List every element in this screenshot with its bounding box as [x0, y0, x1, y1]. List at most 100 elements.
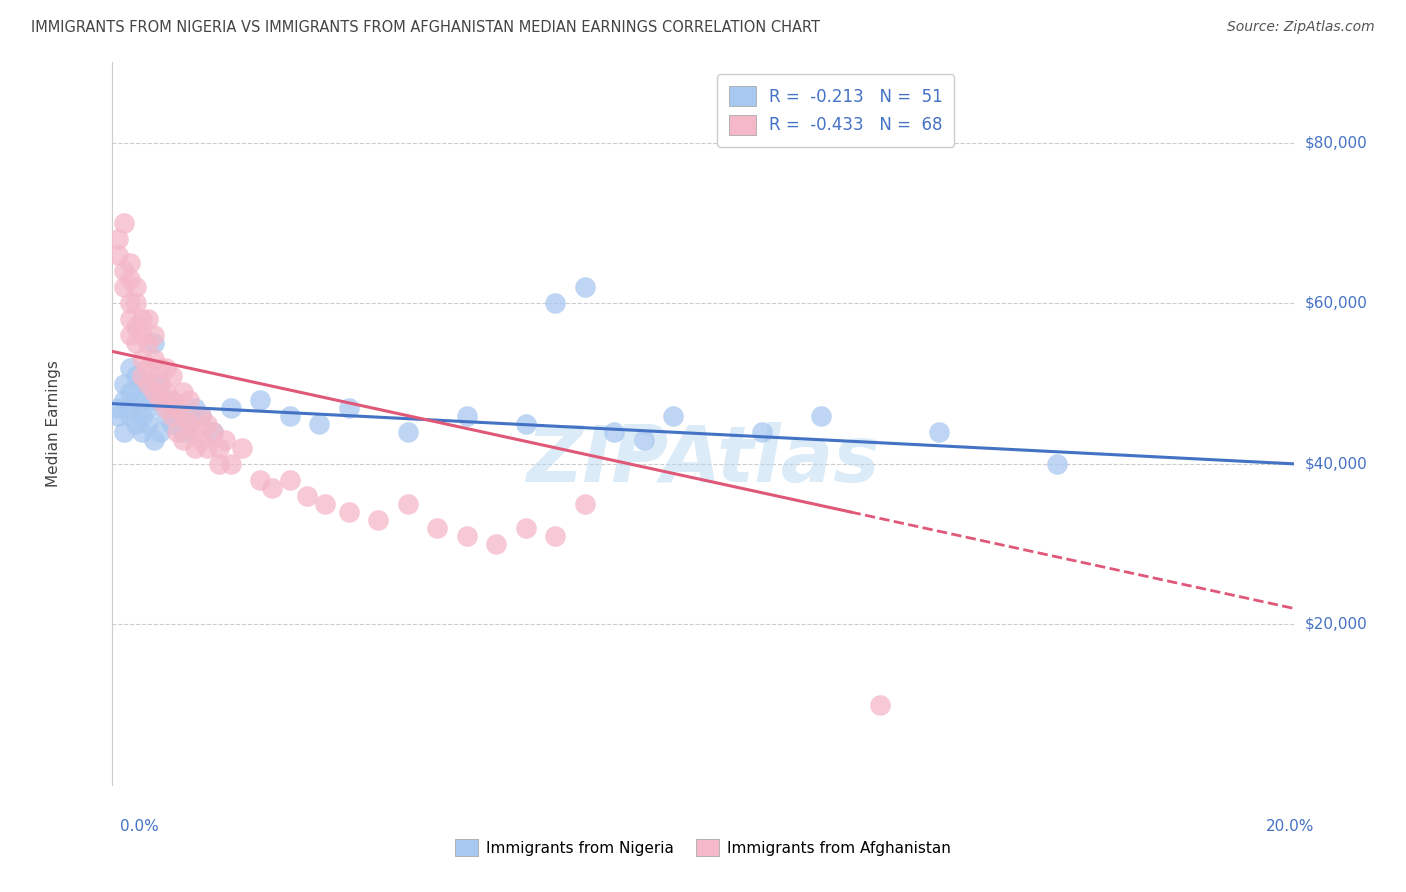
Point [136, 401, 159, 415]
Point [155, 392, 177, 407]
Point [337, 505, 360, 519]
Point [426, 521, 449, 535]
Point [112, 264, 135, 278]
Point [179, 392, 201, 407]
Point [120, 272, 142, 286]
Point [633, 433, 655, 447]
Point [208, 457, 231, 471]
Point [125, 417, 148, 431]
Point [337, 401, 360, 415]
Legend: R =  -0.213   N =  51, R =  -0.433   N =  68: R = -0.213 N = 51, R = -0.433 N = 68 [717, 74, 955, 146]
Text: ZIPAtlas: ZIPAtlas [526, 422, 880, 498]
Point [131, 425, 153, 439]
Point [869, 698, 891, 712]
Point [120, 328, 142, 343]
Point [120, 384, 142, 399]
Point [160, 417, 183, 431]
Point [160, 401, 183, 415]
Point [155, 401, 177, 415]
Point [125, 280, 148, 294]
Point [172, 384, 194, 399]
Point [125, 320, 148, 334]
Point [260, 481, 283, 495]
Text: $60,000: $60,000 [1305, 296, 1368, 310]
Point [456, 529, 478, 543]
Point [142, 352, 165, 367]
Point [120, 409, 142, 423]
Point [136, 360, 159, 375]
Point [120, 360, 142, 375]
Point [214, 433, 236, 447]
Point [136, 417, 159, 431]
Point [249, 392, 271, 407]
Point [112, 280, 135, 294]
Point [131, 409, 153, 423]
Point [396, 497, 419, 511]
Point [149, 425, 172, 439]
Point [142, 392, 165, 407]
Point [149, 360, 172, 375]
Point [190, 409, 212, 423]
Point [179, 417, 201, 431]
Point [544, 296, 567, 310]
Point [107, 248, 129, 262]
Point [314, 497, 336, 511]
Text: 20.0%: 20.0% [1267, 820, 1315, 834]
Point [120, 312, 142, 326]
Point [160, 392, 183, 407]
Point [456, 409, 478, 423]
Point [179, 417, 201, 431]
Point [125, 392, 148, 407]
Point [172, 433, 194, 447]
Point [367, 513, 389, 527]
Point [190, 409, 212, 423]
Point [195, 417, 218, 431]
Point [278, 473, 301, 487]
Point [149, 376, 172, 391]
Point [574, 280, 596, 294]
Point [136, 376, 159, 391]
Point [603, 425, 626, 439]
Point [172, 425, 194, 439]
Point [172, 409, 194, 423]
Point [155, 384, 177, 399]
Point [184, 401, 207, 415]
Point [142, 433, 165, 447]
Point [112, 216, 135, 230]
Point [574, 497, 596, 511]
Point [515, 521, 537, 535]
Point [107, 409, 129, 423]
Point [219, 457, 242, 471]
Point [278, 409, 301, 423]
Point [184, 441, 207, 455]
Point [249, 473, 271, 487]
Point [136, 312, 159, 326]
Text: $40,000: $40,000 [1305, 457, 1368, 471]
Point [149, 376, 172, 391]
Point [131, 312, 153, 326]
Point [195, 441, 218, 455]
Point [544, 529, 567, 543]
Point [131, 392, 153, 407]
Point [190, 433, 212, 447]
Point [120, 401, 142, 415]
Point [208, 441, 231, 455]
Point [662, 409, 685, 423]
Text: 0.0%: 0.0% [120, 820, 159, 834]
Point [142, 384, 165, 399]
Point [297, 489, 319, 503]
Point [112, 392, 135, 407]
Point [201, 425, 224, 439]
Point [155, 360, 177, 375]
Text: Source: ZipAtlas.com: Source: ZipAtlas.com [1227, 20, 1375, 34]
Point [201, 425, 224, 439]
Text: IMMIGRANTS FROM NIGERIA VS IMMIGRANTS FROM AFGHANISTAN MEDIAN EARNINGS CORRELATI: IMMIGRANTS FROM NIGERIA VS IMMIGRANTS FR… [31, 20, 820, 35]
Point [131, 368, 153, 383]
Point [142, 336, 165, 351]
Point [155, 409, 177, 423]
Point [136, 336, 159, 351]
Point [142, 328, 165, 343]
Point [219, 401, 242, 415]
Point [112, 376, 135, 391]
Point [120, 296, 142, 310]
